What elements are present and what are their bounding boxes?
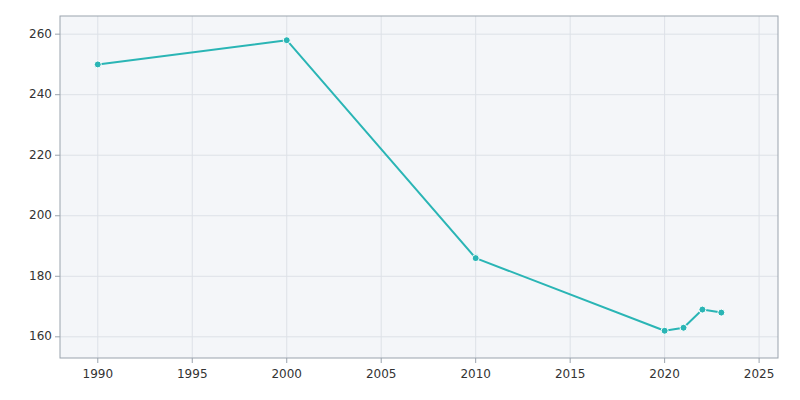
data-point xyxy=(472,255,479,262)
x-tick xyxy=(381,358,382,363)
x-tick xyxy=(97,358,98,363)
x-tick-label: 1995 xyxy=(177,367,208,381)
x-tick xyxy=(475,358,476,363)
y-tick xyxy=(55,94,60,95)
x-tick xyxy=(286,358,287,363)
grid-line-x xyxy=(286,16,287,358)
y-tick-label: 220 xyxy=(29,148,52,162)
y-tick xyxy=(55,336,60,337)
axes: 160 180 200 220 240 260 1990 1995 2000 2005 2010 20… xyxy=(29,27,774,381)
plot-background xyxy=(60,16,778,358)
grid-line-x xyxy=(570,16,571,358)
data-point xyxy=(718,309,725,316)
x-tick-label: 2025 xyxy=(744,367,775,381)
grid-line-y xyxy=(60,94,778,95)
x-tick xyxy=(570,358,571,363)
x-tick-label: 2000 xyxy=(271,367,302,381)
x-tick-label: 2010 xyxy=(460,367,491,381)
y-tick xyxy=(55,155,60,156)
y-tick-label: 200 xyxy=(29,208,52,222)
plot-frame xyxy=(60,16,778,358)
x-tick-label: 2020 xyxy=(649,367,680,381)
grid-line-y xyxy=(60,34,778,35)
data-point xyxy=(283,37,290,44)
x-tick xyxy=(759,358,760,363)
chart-svg: 160 180 200 220 240 260 1990 1995 2000 2005 2010 20… xyxy=(0,0,800,400)
grid-line-x xyxy=(475,16,476,358)
grid-line-x xyxy=(664,16,665,358)
x-tick-label: 2015 xyxy=(555,367,586,381)
grid-line-x xyxy=(381,16,382,358)
data-point xyxy=(699,306,706,313)
x-tick xyxy=(192,358,193,363)
y-tick xyxy=(55,276,60,277)
grid-line-y xyxy=(60,336,778,337)
y-tick-label: 260 xyxy=(29,27,52,41)
grid xyxy=(60,16,778,358)
data-line xyxy=(98,40,722,331)
marks xyxy=(94,37,725,335)
grid-line-x xyxy=(759,16,760,358)
grid-line-x xyxy=(192,16,193,358)
grid-line-y xyxy=(60,155,778,156)
data-point xyxy=(94,61,101,68)
data-point xyxy=(661,327,668,334)
x-tick-label: 2005 xyxy=(366,367,397,381)
y-tick xyxy=(55,215,60,216)
y-tick-label: 240 xyxy=(29,87,52,101)
x-tick-label: 1990 xyxy=(83,367,114,381)
grid-line-y xyxy=(60,215,778,216)
y-tick-label: 160 xyxy=(29,329,52,343)
grid-line-y xyxy=(60,276,778,277)
x-tick xyxy=(664,358,665,363)
data-point xyxy=(680,324,687,331)
y-tick xyxy=(55,34,60,35)
y-tick-label: 180 xyxy=(29,269,52,283)
chart-container: 160 180 200 220 240 260 1990 1995 2000 2005 2010 20… xyxy=(0,0,800,400)
